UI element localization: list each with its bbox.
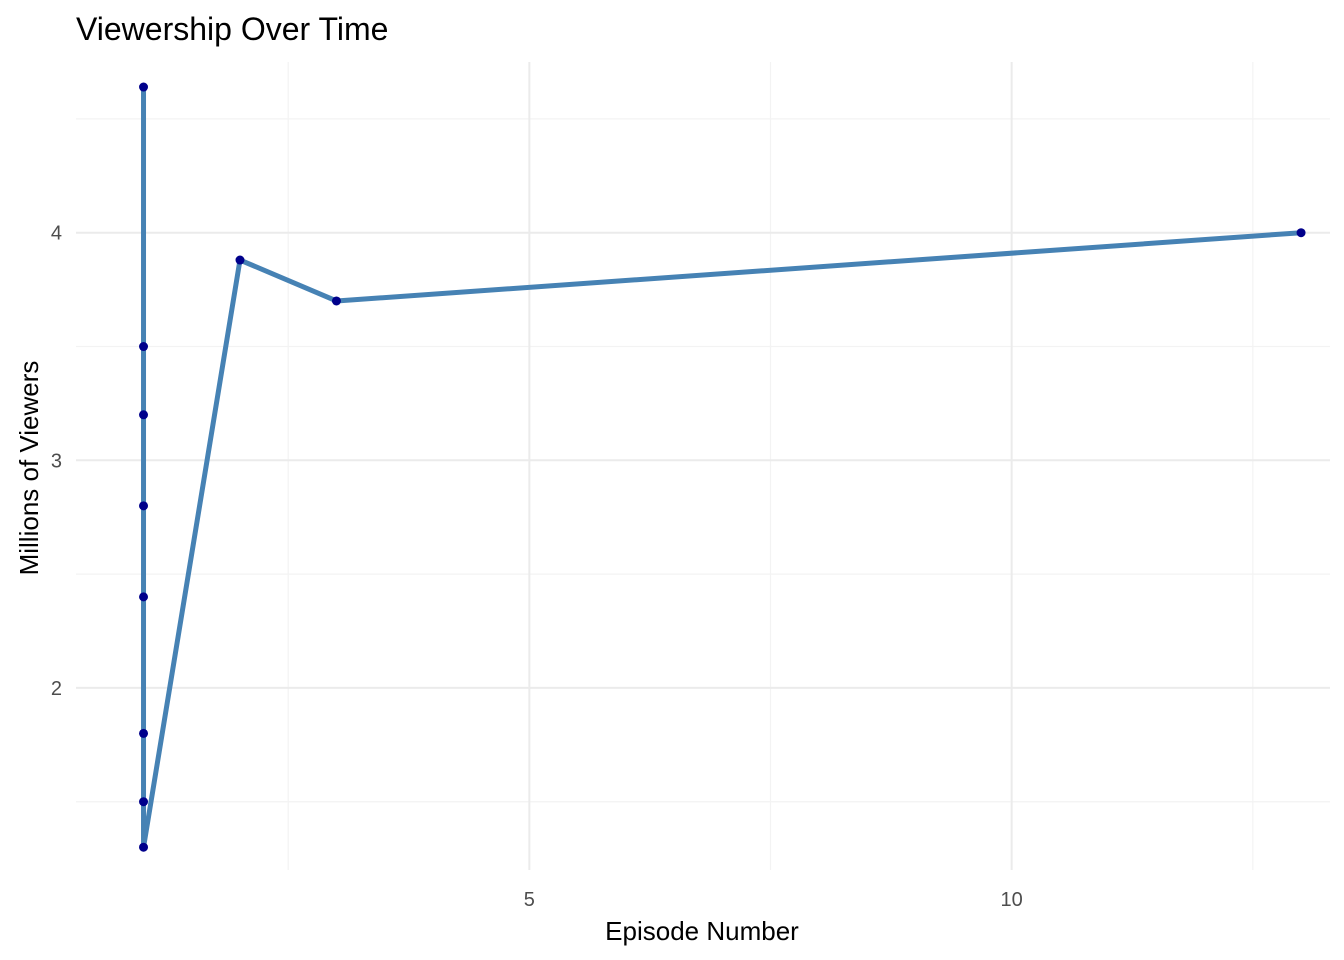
data-point [139,501,149,511]
data-point [139,592,149,602]
major-gridlines [76,62,1330,870]
data-point [331,296,341,306]
data-point [139,842,149,852]
data-point [235,255,245,265]
y-axis-tick-labels: 2 3 4 [51,223,62,700]
minor-gridlines [76,62,1330,870]
data-points [139,82,1306,852]
x-axis-title: Episode Number [605,916,799,946]
data-point [139,410,149,420]
x-tick-label: 5 [524,889,535,911]
y-tick-label: 3 [51,450,62,472]
x-axis-tick-labels: 5 10 [524,889,1023,911]
y-tick-label: 2 [51,678,62,700]
y-tick-label: 4 [51,223,62,245]
data-point [139,342,149,352]
y-axis-title: Millions of Viewers [14,361,44,576]
data-point [139,728,149,738]
x-tick-label: 10 [1001,889,1023,911]
data-point [139,82,149,92]
data-point [1296,228,1306,238]
chart-title: Viewership Over Time [76,11,388,47]
data-point [139,797,149,807]
